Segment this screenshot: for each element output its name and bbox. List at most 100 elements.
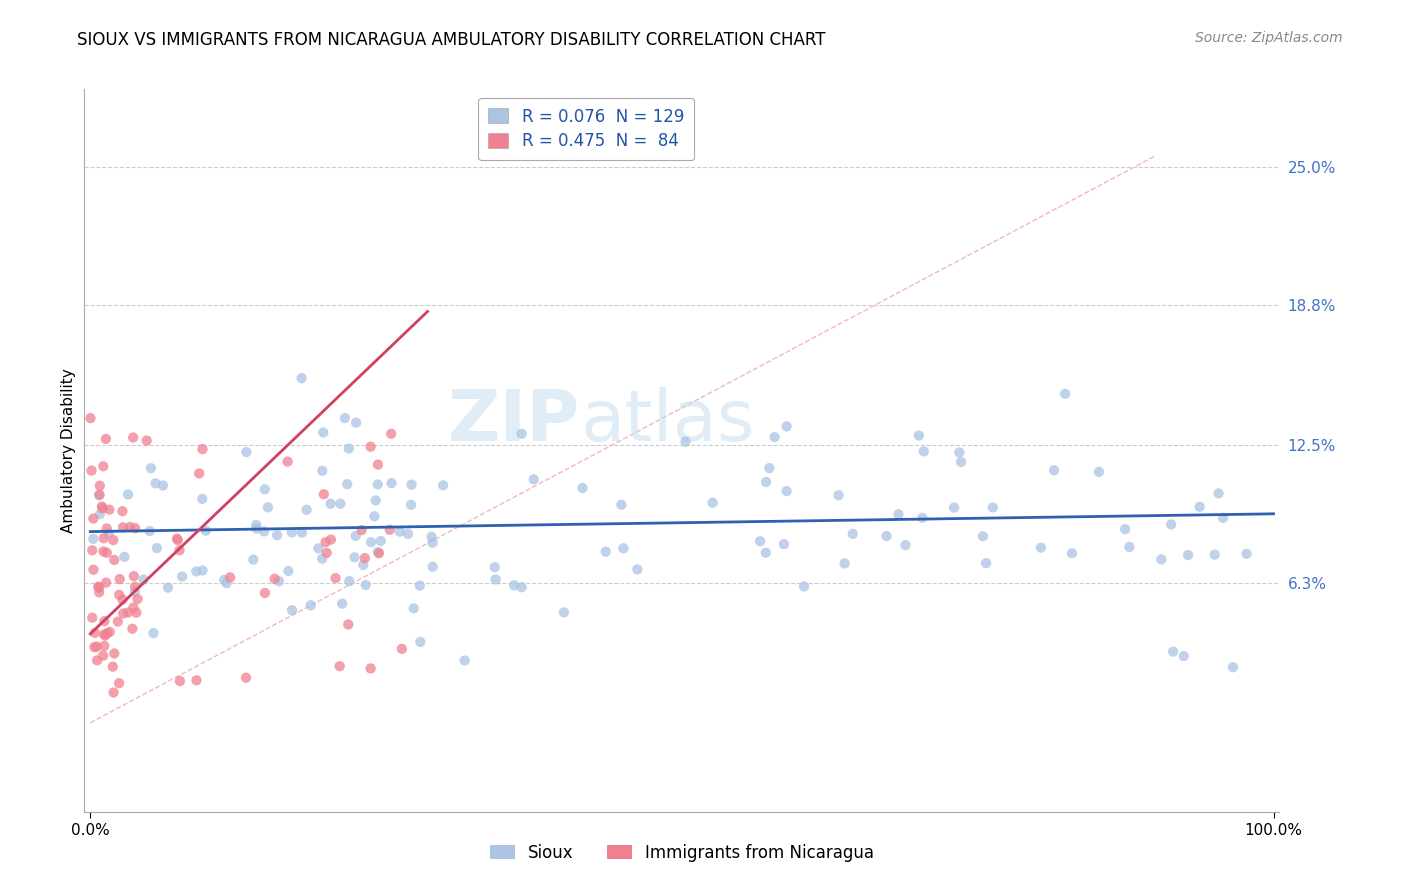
Point [775,484,797,499]
Point [87,580,110,594]
Point [367,458,389,472]
Point [758,461,780,475]
Point [378,523,401,537]
Point [1236,547,1258,561]
Point [108,588,131,602]
Point [107,615,129,629]
Point [571,481,593,495]
Point [94,432,117,446]
Point [344,416,367,430]
Point [793,579,815,593]
Point [84,625,107,640]
Legend: Sioux, Immigrants from Nicaragua: Sioux, Immigrants from Nicaragua [482,837,882,869]
Point [86,653,108,667]
Point [1114,522,1136,536]
Point [169,673,191,688]
Point [121,622,143,636]
Point [887,508,910,522]
Point [89,581,111,595]
Point [235,671,257,685]
Point [186,673,208,688]
Point [120,520,142,534]
Point [89,488,111,502]
Point [368,546,391,560]
Point [370,533,392,548]
Point [380,476,402,491]
Point [380,426,402,441]
Point [363,509,385,524]
Point [117,606,139,620]
Point [1212,510,1234,524]
Point [253,586,276,600]
Point [553,606,575,620]
Y-axis label: Ambulatory Disability: Ambulatory Disability [60,368,76,533]
Point [82,511,104,525]
Point [122,600,145,615]
Point [111,520,134,534]
Point [420,530,443,544]
Point [257,500,280,515]
Point [215,576,238,591]
Point [1204,548,1226,562]
Point [312,425,335,440]
Point [912,444,935,458]
Point [391,641,413,656]
Point [325,571,347,585]
Point [510,580,533,594]
Point [98,624,121,639]
Point [291,525,314,540]
Point [194,524,217,538]
Point [87,488,110,502]
Point [96,626,118,640]
Point [367,545,389,559]
Point [188,467,211,481]
Point [981,500,1004,515]
Point [773,537,796,551]
Point [755,475,778,489]
Point [96,521,118,535]
Point [1188,500,1211,514]
Point [409,579,432,593]
Point [253,483,276,497]
Point [485,573,508,587]
Point [94,628,117,642]
Text: atlas: atlas [581,387,755,456]
Point [319,497,342,511]
Point [82,611,104,625]
Point [93,614,115,628]
Text: SIOUX VS IMMIGRANTS FROM NICARAGUA AMBULATORY DISABILITY CORRELATION CHART: SIOUX VS IMMIGRANTS FROM NICARAGUA AMBUL… [77,31,825,49]
Point [166,533,188,548]
Point [263,572,285,586]
Point [145,476,167,491]
Point [422,536,444,550]
Point [943,500,966,515]
Point [876,529,898,543]
Point [364,493,387,508]
Point [337,442,360,456]
Point [1054,386,1077,401]
Point [755,546,778,560]
Point [89,507,111,521]
Point [191,564,214,578]
Point [337,574,360,588]
Point [336,477,359,491]
Point [112,607,135,621]
Point [281,603,304,617]
Point [775,419,797,434]
Point [484,560,506,574]
Point [80,464,103,478]
Point [1118,540,1140,554]
Point [152,478,174,492]
Point [291,371,314,385]
Point [245,522,267,536]
Point [402,601,425,615]
Point [103,685,125,699]
Point [146,541,169,555]
Point [1177,548,1199,562]
Point [1173,649,1195,664]
Point [454,654,477,668]
Point [354,578,377,592]
Point [82,543,104,558]
Point [93,627,115,641]
Point [401,477,423,491]
